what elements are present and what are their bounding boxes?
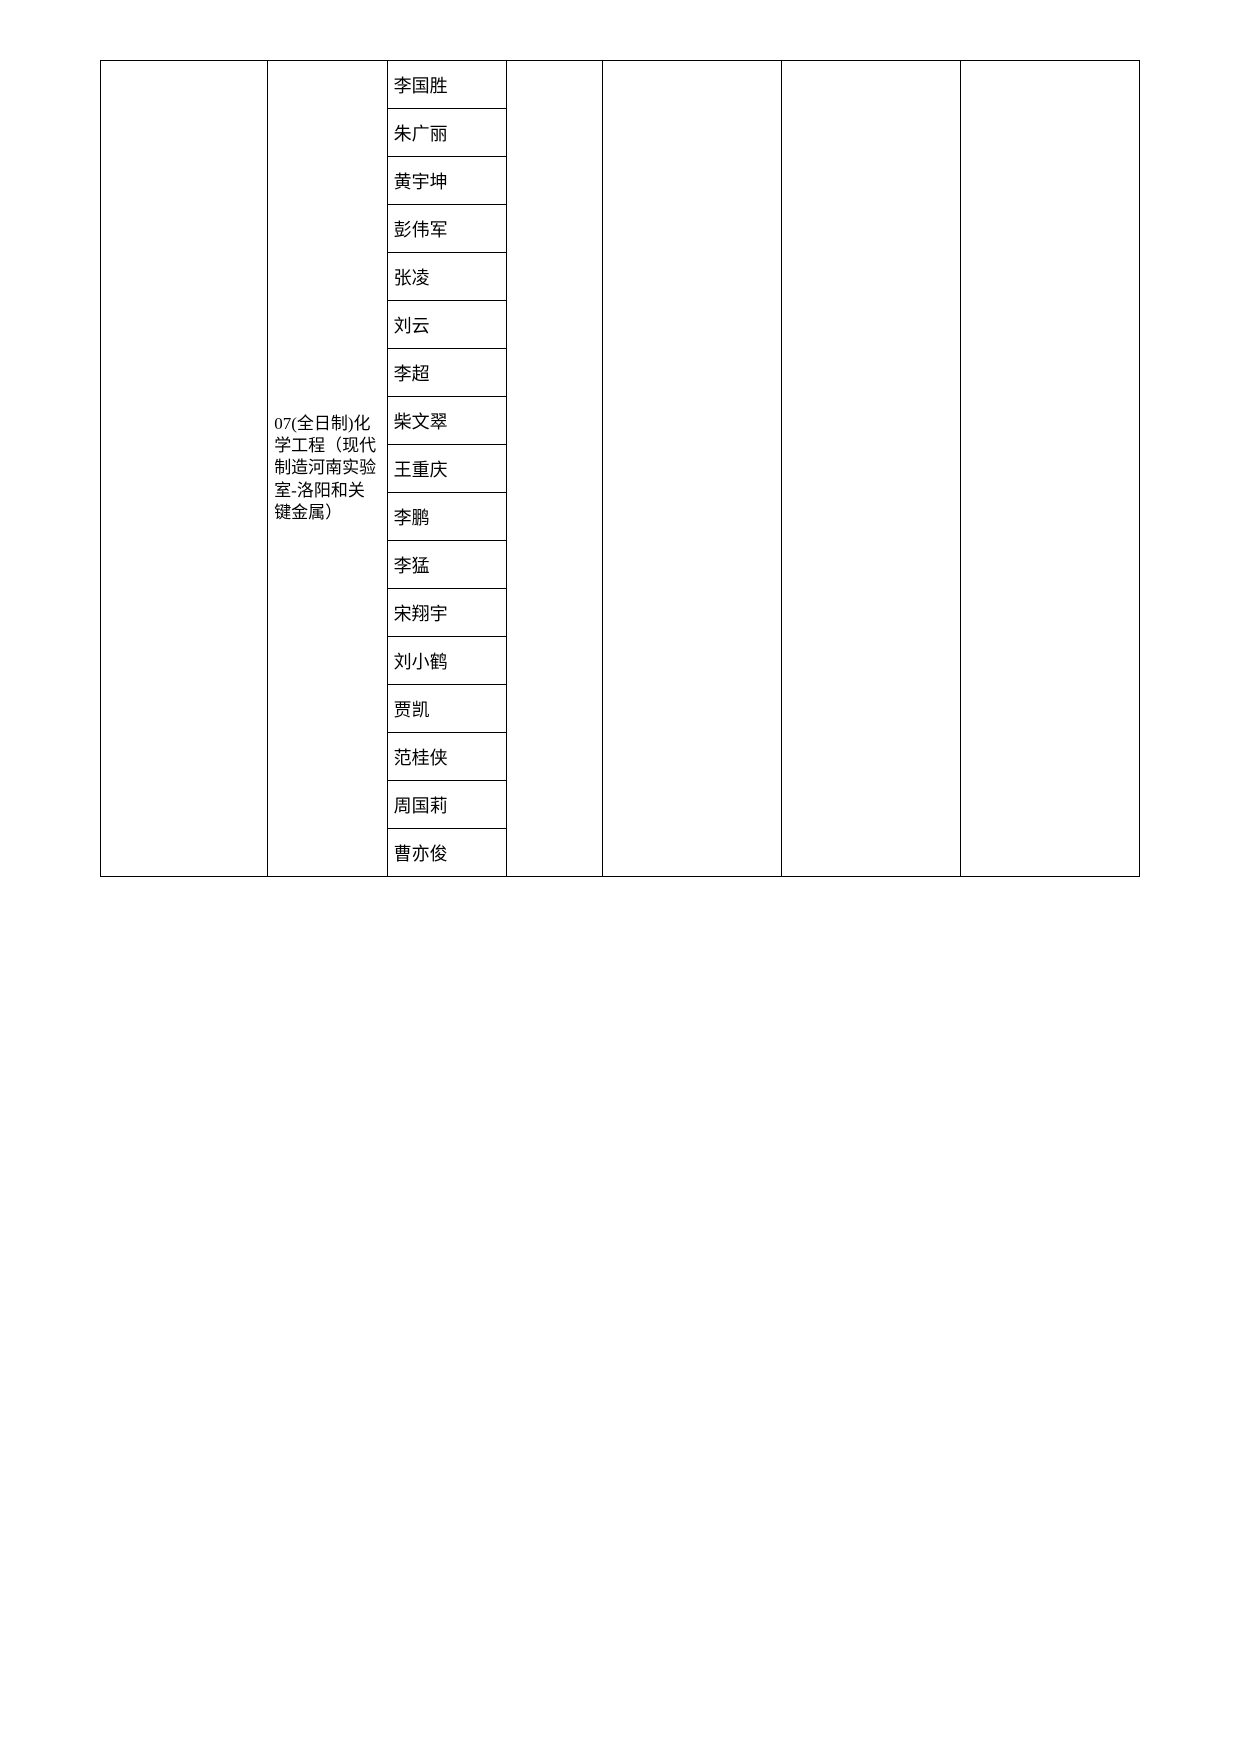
name-cell: 李国胜 — [387, 61, 506, 109]
name-cell: 刘云 — [387, 301, 506, 349]
name-cell: 刘小鹤 — [387, 637, 506, 685]
name-cell: 李猛 — [387, 541, 506, 589]
name-cell: 周国莉 — [387, 781, 506, 829]
name-cell: 范桂侠 — [387, 733, 506, 781]
category-cell: 07(全日制)化学工程（现代制造河南实验室-洛阳和关键金属） — [268, 61, 387, 877]
empty-cell-col7 — [960, 61, 1139, 877]
empty-cell-col5 — [602, 61, 781, 877]
name-cell: 彭伟军 — [387, 205, 506, 253]
table-container: 07(全日制)化学工程（现代制造河南实验室-洛阳和关键金属） 李国胜 朱广丽 黄… — [100, 60, 1140, 877]
name-cell: 曹亦俊 — [387, 829, 506, 877]
name-cell: 贾凯 — [387, 685, 506, 733]
name-cell: 朱广丽 — [387, 109, 506, 157]
empty-cell-col6 — [781, 61, 960, 877]
name-cell: 王重庆 — [387, 445, 506, 493]
name-cell: 柴文翠 — [387, 397, 506, 445]
name-cell: 张凌 — [387, 253, 506, 301]
table-body: 07(全日制)化学工程（现代制造河南实验室-洛阳和关键金属） 李国胜 朱广丽 黄… — [101, 61, 1140, 877]
empty-cell-col4 — [507, 61, 603, 877]
data-table: 07(全日制)化学工程（现代制造河南实验室-洛阳和关键金属） 李国胜 朱广丽 黄… — [100, 60, 1140, 877]
name-cell: 黄宇坤 — [387, 157, 506, 205]
name-cell: 李鹏 — [387, 493, 506, 541]
empty-cell-col1 — [101, 61, 268, 877]
table-row: 07(全日制)化学工程（现代制造河南实验室-洛阳和关键金属） 李国胜 — [101, 61, 1140, 109]
name-cell: 李超 — [387, 349, 506, 397]
name-cell: 宋翔宇 — [387, 589, 506, 637]
